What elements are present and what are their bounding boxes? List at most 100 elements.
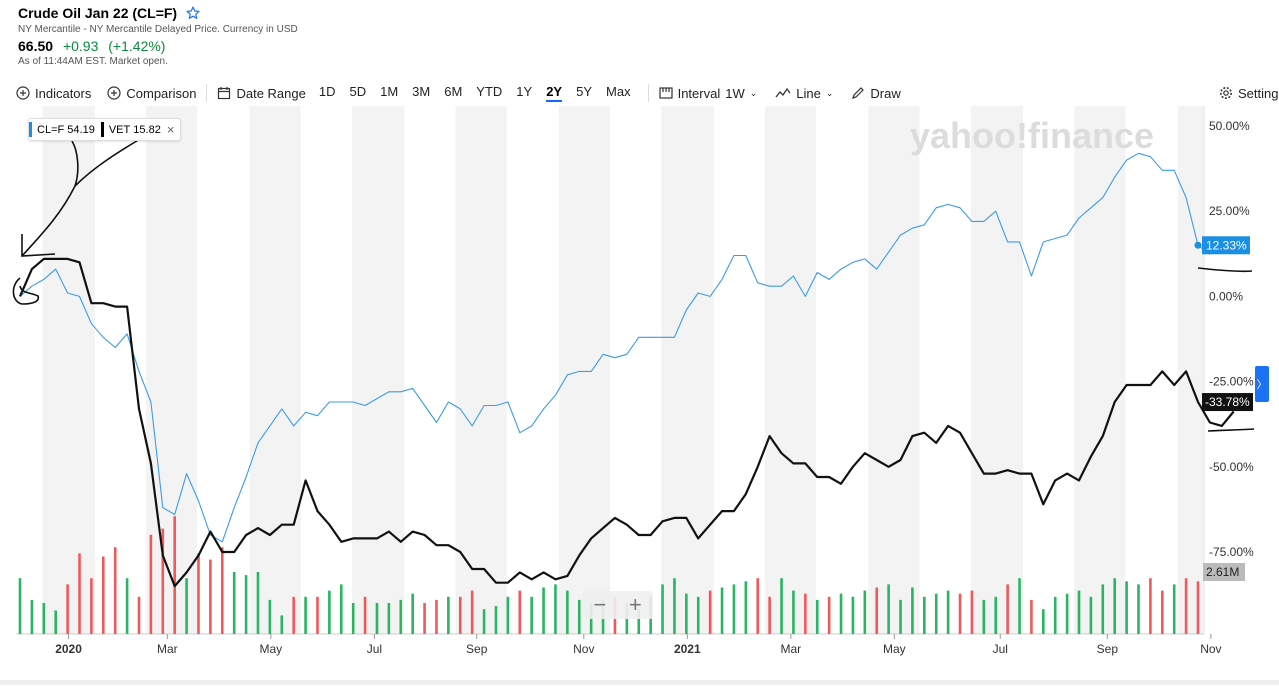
x-tick-label: 2021 [674,642,701,656]
y-tick-label: 25.00% [1209,204,1250,218]
y-tick-label: -25.00% [1209,375,1254,389]
pencil-icon [852,87,865,99]
interval-value: 1W [725,85,745,101]
chevron-right-icon[interactable]: 〉 [1255,366,1269,402]
legend-value: 54.19 [67,123,95,136]
range-1d[interactable]: 1D [318,84,336,99]
volume-bar [1065,593,1069,634]
close-icon[interactable]: × [166,122,175,137]
volume-bar [30,599,34,634]
star-icon[interactable] [185,5,201,21]
x-tick-label: Nov [573,642,594,656]
chart-area[interactable]: yahoo!finance 50.00% 25.00% 0.00% -25.00% -50… [0,106,1279,685]
volume-bar [42,603,46,634]
volume-bar [899,599,902,634]
volume-bar [696,596,700,634]
draw-label: Draw [870,85,901,101]
last-value-clf: 12.33% [1202,236,1250,255]
indicators-button[interactable]: Indicators [16,86,91,101]
range-6m[interactable]: 6M [444,84,463,99]
volume-bar [804,593,807,634]
month-band [1177,106,1204,634]
range-1y[interactable]: 1Y [516,84,533,99]
comparison-button[interactable]: Comparison [107,86,196,101]
volume-value: 2.61M [1203,563,1245,581]
month-band [868,106,920,634]
draw-button[interactable]: Draw [851,85,901,101]
volume-bar [566,590,569,634]
volume-bar [1006,584,1009,634]
plus-circle-icon [16,86,30,100]
volume-bar [815,599,819,634]
range-max[interactable]: Max [606,84,631,99]
date-range-button[interactable]: Date Range [217,85,306,101]
volume-bar [923,596,926,634]
interval-button[interactable]: Interval 1W ⌄ [658,85,758,101]
x-axis: 2020 Mar May Jul Sep Nov 2021 Mar May Jul Sep Nov [55,634,1222,656]
volume-bar [447,596,450,634]
series-line-vet[interactable] [18,257,1235,588]
range-5d[interactable]: 5D [349,84,367,99]
legend-symbol: VET [108,123,131,136]
month-band [1074,106,1126,634]
volume-bar [851,596,855,634]
month-band [764,106,817,634]
legend-value: 15.82 [133,123,161,136]
volume-bar [946,590,950,634]
volume-bar [185,578,188,634]
range-1m[interactable]: 1M [380,84,399,99]
volume-bar [1018,578,1021,634]
range-2y[interactable]: 2Y [546,84,563,102]
volume-bar [1113,578,1117,634]
volume-bar [744,581,748,634]
volume-bar [1089,596,1093,634]
price-change: +0.93 [62,38,99,54]
y-tick-label: -50.00% [1209,460,1254,474]
range-5y[interactable]: 5Y [576,84,593,99]
volume-bar [125,578,129,634]
month-band [249,106,301,634]
y-axis: 50.00% 25.00% 0.00% -25.00% -50.00% -75.00% [1209,119,1254,559]
settings-label: Settings [1238,85,1279,101]
legend-item-clf[interactable]: CL=F 54.19 [29,122,101,137]
volume-bar [685,593,688,634]
chart-type-button[interactable]: Line ⌄ [775,86,833,101]
volume-bar [363,596,367,634]
svg-text:2.61M: 2.61M [1206,565,1239,579]
volume-bar [328,590,331,634]
volume-bar [220,547,224,634]
month-band [455,106,507,634]
volume-bar [577,599,581,634]
date-range-label: Date Range [236,85,306,101]
settings-button[interactable]: Settings [1219,86,1279,101]
volume-bar [708,590,712,634]
zoom-in-button[interactable]: + [628,592,642,617]
series-line-clf[interactable] [19,152,1211,543]
volume-bar [209,559,212,634]
volume-bar [387,603,391,634]
price-chart[interactable]: yahoo!finance 50.00% 25.00% 0.00% -25.00% -50… [0,106,1279,685]
volume-bar [792,590,795,634]
y-tick-label: -75.00% [1209,545,1254,559]
volume-bar [494,606,498,634]
legend-swatch [100,122,104,137]
month-band [351,106,405,634]
volume-bars [18,516,1200,634]
watermark-logo: yahoo!finance [910,115,1154,156]
range-ytd[interactable]: YTD [476,84,503,99]
interval-label: Interval [677,85,721,101]
volume-bar [375,603,379,634]
volume-bar [1137,584,1140,634]
x-tick-label: Sep [466,642,488,656]
range-3m[interactable]: 3M [412,84,431,99]
volume-bar [244,575,248,634]
chevron-down-icon: ⌄ [825,87,834,98]
legend-swatch [29,122,32,137]
month-band [559,106,611,634]
volume-bar [339,584,343,634]
volume-bar [732,584,736,634]
legend-item-vet[interactable]: VET 15.82 × [100,122,181,137]
volume-bar [280,615,284,634]
zoom-out-button[interactable]: − [593,592,607,617]
chevron-down-icon: ⌄ [749,87,758,98]
